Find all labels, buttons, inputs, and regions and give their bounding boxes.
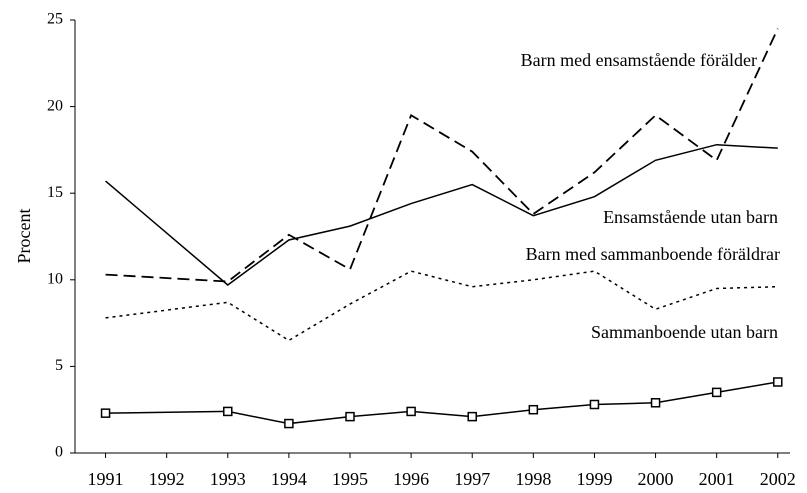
marker (711, 387, 722, 398)
y-tick-label: 25 (47, 11, 63, 28)
marker (284, 418, 294, 429)
x-tick-label: 1997 (454, 469, 490, 489)
y-axis-label: Procent (14, 209, 34, 264)
x-tick-label: 2000 (638, 469, 674, 489)
series-label: Barn med sammanboende föräldrar (526, 244, 780, 264)
series-label: Ensamstående utan barn (603, 207, 778, 227)
line (105, 381, 778, 425)
y-tick-label: 15 (47, 184, 63, 201)
x-tick-label: 1994 (271, 469, 307, 489)
marker (528, 404, 539, 415)
marker (589, 399, 600, 410)
marker (773, 377, 783, 387)
x-tick-label: 1991 (88, 469, 124, 489)
x-tick-label: 1993 (210, 469, 246, 489)
marker (345, 411, 355, 422)
x-tick-label: 1998 (515, 469, 551, 489)
marker (406, 406, 416, 417)
x-tick-label: 2002 (760, 469, 796, 489)
x-tick-label: 1992 (149, 469, 185, 489)
series-label: Sammanboende utan barn (591, 322, 778, 342)
line (105, 143, 778, 286)
x-tick-label: 1999 (576, 469, 612, 489)
y-tick-label: 10 (47, 270, 63, 287)
x-tick-label: 1996 (393, 469, 429, 489)
marker (100, 408, 111, 418)
y-tick-label: 5 (55, 357, 63, 374)
marker (223, 406, 233, 417)
x-tick-label: 1995 (332, 469, 368, 489)
x-tick-label: 2001 (699, 469, 735, 489)
marker (650, 398, 661, 408)
marker (467, 411, 477, 422)
series-label: Barn med ensamstående förälder (521, 50, 757, 70)
y-tick-label: 20 (47, 97, 63, 114)
line (105, 28, 779, 283)
y-tick-label: 0 (55, 444, 63, 461)
